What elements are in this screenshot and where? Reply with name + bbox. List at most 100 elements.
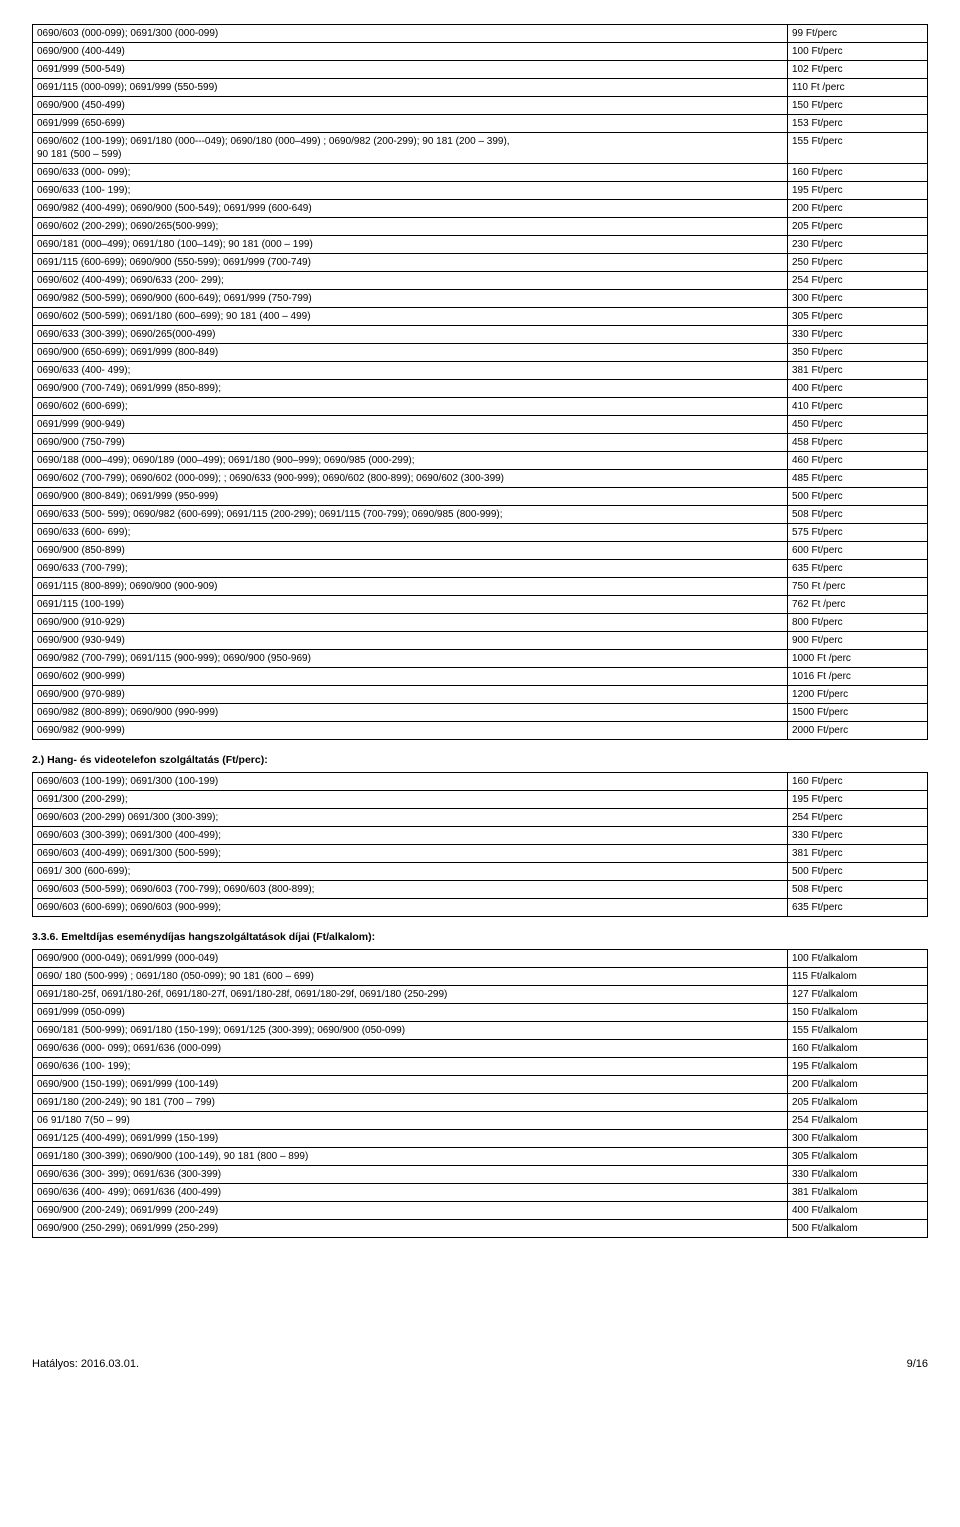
desc-cell: 0690/900 (930-949) <box>33 632 788 650</box>
table-row: 0691/999 (050-099)150 Ft/alkalom <box>33 1004 928 1022</box>
desc-cell: 0690/602 (100-199); 0691/180 (000---049)… <box>33 133 788 164</box>
desc-cell: 0690/633 (400- 499); <box>33 362 788 380</box>
price-cell: 254 Ft/perc <box>788 272 928 290</box>
price-cell: 300 Ft/alkalom <box>788 1130 928 1148</box>
price-cell: 200 Ft/alkalom <box>788 1076 928 1094</box>
desc-cell: 0691/180-25f, 0691/180-26f, 0691/180-27f… <box>33 986 788 1004</box>
table-row: 0690/900 (800-849); 0691/999 (950-999)50… <box>33 488 928 506</box>
price-cell: 458 Ft/perc <box>788 434 928 452</box>
desc-cell: 0690/982 (400-499); 0690/900 (500-549); … <box>33 200 788 218</box>
desc-cell: 0690/188 (000–499); 0690/189 (000–499); … <box>33 452 788 470</box>
desc-cell: 0691/ 300 (600-699); <box>33 863 788 881</box>
price-cell: 160 Ft/alkalom <box>788 1040 928 1058</box>
pricing-table-3: 0690/900 (000-049); 0691/999 (000-049)10… <box>32 949 928 1238</box>
price-cell: 155 Ft/perc <box>788 133 928 164</box>
desc-cell: 0690/982 (800-899); 0690/900 (990-999) <box>33 704 788 722</box>
table-row: 0690/181 (000–499); 0691/180 (100–149); … <box>33 236 928 254</box>
price-cell: 254 Ft/perc <box>788 809 928 827</box>
page-footer: Hatályos: 2016.03.01. 9/16 <box>32 1358 928 1370</box>
table-row: 0691/999 (650-699)153 Ft/perc <box>33 115 928 133</box>
price-cell: 115 Ft/alkalom <box>788 968 928 986</box>
price-cell: 100 Ft/alkalom <box>788 950 928 968</box>
desc-cell: 0690/900 (970-989) <box>33 686 788 704</box>
price-cell: 762 Ft /perc <box>788 596 928 614</box>
table-row: 0691/999 (500-549)102 Ft/perc <box>33 61 928 79</box>
desc-cell: 0691/999 (900-949) <box>33 416 788 434</box>
price-cell: 460 Ft/perc <box>788 452 928 470</box>
price-cell: 330 Ft/alkalom <box>788 1166 928 1184</box>
price-cell: 254 Ft/alkalom <box>788 1112 928 1130</box>
price-cell: 750 Ft /perc <box>788 578 928 596</box>
price-cell: 1500 Ft/perc <box>788 704 928 722</box>
price-cell: 155 Ft/alkalom <box>788 1022 928 1040</box>
footer-page-number: 9/16 <box>907 1358 928 1370</box>
section-2-title: 2.) Hang- és videotelefon szolgáltatás (… <box>32 754 928 766</box>
table-row: 0690/900 (930-949)900 Ft/perc <box>33 632 928 650</box>
price-cell: 1016 Ft /perc <box>788 668 928 686</box>
table-row: 0690/603 (600-699); 0690/603 (900-999);6… <box>33 899 928 917</box>
price-cell: 800 Ft/perc <box>788 614 928 632</box>
price-cell: 635 Ft/perc <box>788 899 928 917</box>
price-cell: 195 Ft/alkalom <box>788 1058 928 1076</box>
desc-cell: 0690/900 (850-899) <box>33 542 788 560</box>
desc-cell: 0690/602 (400-499); 0690/633 (200- 299); <box>33 272 788 290</box>
table-row: 0690/900 (000-049); 0691/999 (000-049)10… <box>33 950 928 968</box>
desc-cell: 0690/900 (150-199); 0691/999 (100-149) <box>33 1076 788 1094</box>
desc-cell: 0690/633 (100- 199); <box>33 182 788 200</box>
footer-date: Hatályos: 2016.03.01. <box>32 1358 139 1370</box>
desc-cell: 0690/633 (700-799); <box>33 560 788 578</box>
price-cell: 500 Ft/perc <box>788 488 928 506</box>
table-row: 0690/900 (750-799)458 Ft/perc <box>33 434 928 452</box>
price-cell: 305 Ft/perc <box>788 308 928 326</box>
table-row: 0690/633 (100- 199);195 Ft/perc <box>33 182 928 200</box>
table-row: 0691/180-25f, 0691/180-26f, 0691/180-27f… <box>33 986 928 1004</box>
price-cell: 205 Ft/alkalom <box>788 1094 928 1112</box>
table-row: 0690/633 (000- 099);160 Ft/perc <box>33 164 928 182</box>
price-cell: 450 Ft/perc <box>788 416 928 434</box>
price-cell: 195 Ft/perc <box>788 791 928 809</box>
table-row: 0690/188 (000–499); 0690/189 (000–499); … <box>33 452 928 470</box>
desc-cell: 0690/900 (250-299); 0691/999 (250-299) <box>33 1220 788 1238</box>
table-row: 0690/633 (300-399); 0690/265(000-499)330… <box>33 326 928 344</box>
table-row: 0690/602 (500-599); 0691/180 (600–699); … <box>33 308 928 326</box>
desc-cell: 0691/115 (800-899); 0690/900 (900-909) <box>33 578 788 596</box>
table-row: 0690/900 (850-899)600 Ft/perc <box>33 542 928 560</box>
table-row: 0690/900 (250-299); 0691/999 (250-299)50… <box>33 1220 928 1238</box>
price-cell: 330 Ft/perc <box>788 326 928 344</box>
desc-cell: 0690/636 (300- 399); 0691/636 (300-399) <box>33 1166 788 1184</box>
table-row: 0690/603 (400-499); 0691/300 (500-599);3… <box>33 845 928 863</box>
table-row: 0690/900 (450-499)150 Ft/perc <box>33 97 928 115</box>
price-cell: 160 Ft/perc <box>788 164 928 182</box>
table-row: 0690/636 (100- 199);195 Ft/alkalom <box>33 1058 928 1076</box>
desc-cell: 0690/900 (700-749); 0691/999 (850-899); <box>33 380 788 398</box>
table-row: 0690/900 (400-449)100 Ft/perc <box>33 43 928 61</box>
desc-cell: 0690/602 (900-999) <box>33 668 788 686</box>
price-cell: 205 Ft/perc <box>788 218 928 236</box>
price-cell: 330 Ft/perc <box>788 827 928 845</box>
table-row: 0690/602 (600-699);410 Ft/perc <box>33 398 928 416</box>
table-row: 0690/982 (400-499); 0690/900 (500-549); … <box>33 200 928 218</box>
price-cell: 500 Ft/alkalom <box>788 1220 928 1238</box>
desc-cell: 0691/300 (200-299); <box>33 791 788 809</box>
price-cell: 2000 Ft/perc <box>788 722 928 740</box>
desc-cell: 0690/900 (450-499) <box>33 97 788 115</box>
desc-cell: 0691/180 (200-249); 90 181 (700 – 799) <box>33 1094 788 1112</box>
table-row: 0691/ 300 (600-699);500 Ft/perc <box>33 863 928 881</box>
desc-cell: 0690/636 (000- 099); 0691/636 (000-099) <box>33 1040 788 1058</box>
price-cell: 195 Ft/perc <box>788 182 928 200</box>
table-row: 06 91/180 7(50 – 99)254 Ft/alkalom <box>33 1112 928 1130</box>
desc-cell: 0690/900 (400-449) <box>33 43 788 61</box>
desc-cell: 0690/636 (100- 199); <box>33 1058 788 1076</box>
table-row: 0690/982 (500-599); 0690/900 (600-649); … <box>33 290 928 308</box>
table-row: 0691/300 (200-299);195 Ft/perc <box>33 791 928 809</box>
desc-cell: 0690/603 (500-599); 0690/603 (700-799); … <box>33 881 788 899</box>
table-row: 0691/125 (400-499); 0691/999 (150-199)30… <box>33 1130 928 1148</box>
desc-cell: 0690/602 (700-799); 0690/602 (000-099); … <box>33 470 788 488</box>
desc-cell: 0690/602 (500-599); 0691/180 (600–699); … <box>33 308 788 326</box>
table-row: 0691/115 (100-199)762 Ft /perc <box>33 596 928 614</box>
table-row: 0690/900 (970-989)1200 Ft/perc <box>33 686 928 704</box>
table-row: 0690/900 (910-929)800 Ft/perc <box>33 614 928 632</box>
price-cell: 250 Ft/perc <box>788 254 928 272</box>
table-row: 0690/636 (000- 099); 0691/636 (000-099)1… <box>33 1040 928 1058</box>
desc-cell: 0690/900 (650-699); 0691/999 (800-849) <box>33 344 788 362</box>
